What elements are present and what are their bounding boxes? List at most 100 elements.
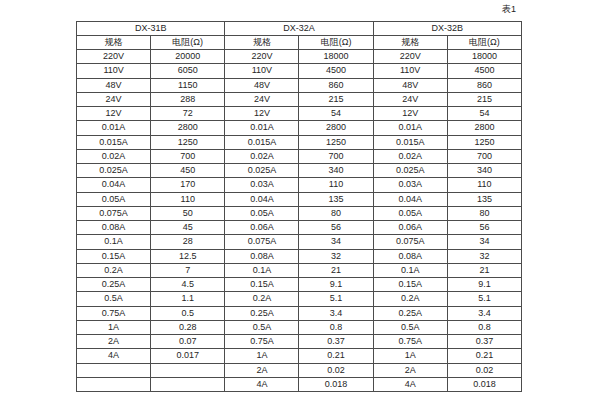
table-cell: 0.8 xyxy=(447,320,521,334)
table-row: 12V7212V5412V54 xyxy=(77,107,522,121)
table-body: 220V20000220V18000220V18000110V6050110V4… xyxy=(77,50,522,392)
table-cell: 18000 xyxy=(447,50,521,64)
table-cell: 0.15A xyxy=(225,278,299,292)
table-cell: 6050 xyxy=(151,64,225,78)
table-cell: 0.02 xyxy=(299,363,373,377)
table-cell: 700 xyxy=(447,149,521,163)
table-cell: 0.02 xyxy=(447,363,521,377)
table-cell: 1A xyxy=(225,349,299,363)
table-cell: 20000 xyxy=(151,50,225,64)
group-header-row: DX-31B DX-32A DX-32B xyxy=(77,22,522,36)
table-cell: 9.1 xyxy=(447,278,521,292)
table-cell xyxy=(151,363,225,377)
table-row: 220V20000220V18000220V18000 xyxy=(77,50,522,64)
table-cell: 110 xyxy=(447,178,521,192)
resistance-spec-table: DX-31B DX-32A DX-32B 规格 电阻(Ω) 规格 电阻(Ω) 规… xyxy=(76,21,522,392)
table-cell: 0.15A xyxy=(373,278,447,292)
table-cell: 0.04A xyxy=(373,192,447,206)
table-cell: 0.08A xyxy=(225,249,299,263)
table-cell: 0.75A xyxy=(225,335,299,349)
table-cell: 0.5 xyxy=(151,306,225,320)
table-cell: 450 xyxy=(151,164,225,178)
table-cell: 12V xyxy=(225,107,299,121)
table-cell: 21 xyxy=(299,263,373,277)
table-cell: 220V xyxy=(373,50,447,64)
table-cell: 0.075A xyxy=(77,206,151,220)
table-cell: 135 xyxy=(447,192,521,206)
table-cell: 215 xyxy=(299,92,373,106)
table-cell: 0.8 xyxy=(299,320,373,334)
table-cell: 0.01A xyxy=(373,121,447,135)
table-cell: 340 xyxy=(447,164,521,178)
table-cell: 1250 xyxy=(151,135,225,149)
table-cell: 1A xyxy=(373,349,447,363)
table-cell: 0.08A xyxy=(373,249,447,263)
table-cell: 24V xyxy=(225,92,299,106)
table-cell: 220V xyxy=(77,50,151,64)
table-cell: 48V xyxy=(373,78,447,92)
table-cell xyxy=(77,377,151,391)
table-cell: 0.017 xyxy=(151,349,225,363)
table-row: 0.05A1100.04A1350.04A135 xyxy=(77,192,522,206)
table-cell: 215 xyxy=(447,92,521,106)
table-cell: 0.25A xyxy=(373,306,447,320)
table-cell: 0.01A xyxy=(225,121,299,135)
table-row: 24V28824V21524V215 xyxy=(77,92,522,106)
table-cell: 860 xyxy=(299,78,373,92)
group-header-dx-31b: DX-31B xyxy=(77,22,225,36)
group-header-dx-32b: DX-32B xyxy=(373,22,521,36)
table-cell: 0.2A xyxy=(225,292,299,306)
table-cell: 0.05A xyxy=(77,192,151,206)
table-row: 0.1A280.075A340.075A34 xyxy=(77,235,522,249)
table-cell: 288 xyxy=(151,92,225,106)
table-cell: 32 xyxy=(447,249,521,263)
col-header-spec: 规格 xyxy=(373,36,447,50)
table-row: 0.025A4500.025A3400.025A340 xyxy=(77,164,522,178)
col-header-spec: 规格 xyxy=(77,36,151,50)
table-cell: 4A xyxy=(77,349,151,363)
table-cell: 28 xyxy=(151,235,225,249)
table-row: 0.75A0.50.25A3.40.25A3.4 xyxy=(77,306,522,320)
table-cell: 0.1A xyxy=(77,235,151,249)
table-cell: 1.1 xyxy=(151,292,225,306)
table-cell: 340 xyxy=(299,164,373,178)
table-cell: 80 xyxy=(299,206,373,220)
table-cell: 0.28 xyxy=(151,320,225,334)
table-cell: 45 xyxy=(151,221,225,235)
table-cell: 80 xyxy=(447,206,521,220)
table-caption: 表1 xyxy=(502,3,516,16)
table-cell: 48V xyxy=(77,78,151,92)
table-cell: 5.1 xyxy=(299,292,373,306)
table-cell: 0.075A xyxy=(225,235,299,249)
table-cell: 0.02A xyxy=(225,149,299,163)
table-cell: 0.02A xyxy=(373,149,447,163)
table-cell: 54 xyxy=(299,107,373,121)
col-header-resistance: 电阻(Ω) xyxy=(151,36,225,50)
table-row: 0.15A12.50.08A320.08A32 xyxy=(77,249,522,263)
table-cell: 50 xyxy=(151,206,225,220)
table-cell: 2800 xyxy=(299,121,373,135)
table-cell: 0.21 xyxy=(299,349,373,363)
table-cell: 2A xyxy=(77,335,151,349)
table-cell: 0.08A xyxy=(77,221,151,235)
table-row: 48V115048V86048V860 xyxy=(77,78,522,92)
table-cell: 0.075A xyxy=(373,235,447,249)
table-row: 0.08A450.06A560.06A56 xyxy=(77,221,522,235)
table-cell: 12.5 xyxy=(151,249,225,263)
col-header-resistance: 电阻(Ω) xyxy=(447,36,521,50)
table-cell: 1A xyxy=(77,320,151,334)
table-cell xyxy=(151,377,225,391)
group-header-dx-32a: DX-32A xyxy=(225,22,373,36)
table-cell: 0.25A xyxy=(77,278,151,292)
table-row: 0.01A28000.01A28000.01A2800 xyxy=(77,121,522,135)
table-cell: 5.1 xyxy=(447,292,521,306)
table-cell: 0.015A xyxy=(77,135,151,149)
table-cell: 860 xyxy=(447,78,521,92)
table-cell: 135 xyxy=(299,192,373,206)
table-row: 0.2A70.1A210.1A21 xyxy=(77,263,522,277)
table-row: 1A0.280.5A0.80.5A0.8 xyxy=(77,320,522,334)
table-cell: 3.4 xyxy=(299,306,373,320)
table-cell: 0.03A xyxy=(225,178,299,192)
table-row: 0.5A1.10.2A5.10.2A5.1 xyxy=(77,292,522,306)
table-cell: 110 xyxy=(299,178,373,192)
